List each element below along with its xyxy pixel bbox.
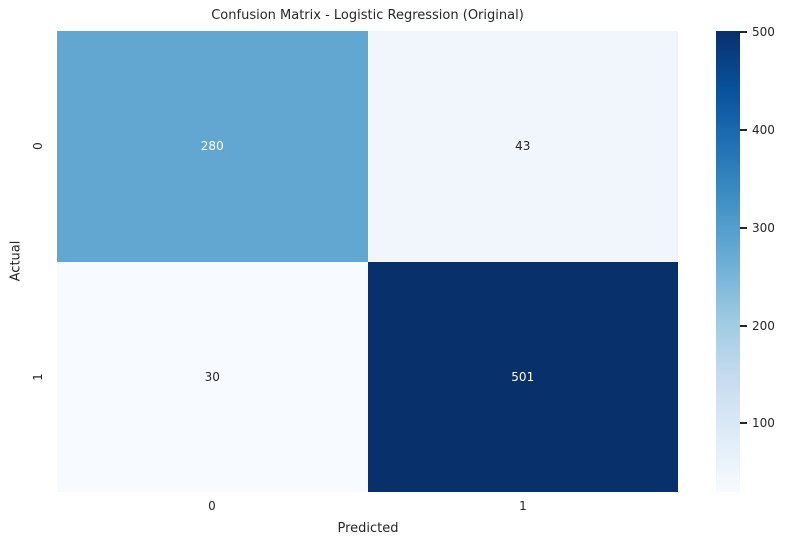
heatmap-grid: 280 43 30 501 <box>57 31 678 492</box>
colorbar-tick-mark <box>740 30 747 33</box>
colorbar-tick-mark <box>740 226 747 229</box>
x-axis-tick-0: 0 <box>208 499 216 513</box>
cell-value: 501 <box>511 369 535 384</box>
heatmap-cell-actual1-pred0: 30 <box>57 261 368 492</box>
colorbar-tick-300: 300 <box>740 221 775 235</box>
colorbar: 100 200 300 400 500 <box>716 25 775 492</box>
colorbar-tick-mark <box>740 128 747 131</box>
colorbar-tick-200: 200 <box>740 319 775 333</box>
y-axis-tick-0: 0 <box>31 142 45 150</box>
colorbar-tick-label: 400 <box>752 122 775 137</box>
colorbar-tick-100: 100 <box>740 416 775 430</box>
y-axis-tick-1: 1 <box>31 373 45 381</box>
heatmap-cell-actual1-pred1: 501 <box>367 261 678 492</box>
heatmap-cell-actual0-pred1: 43 <box>367 31 678 262</box>
colorbar-tick-label: 200 <box>752 318 775 333</box>
colorbar-tick-mark <box>740 324 747 327</box>
x-axis-label: Predicted <box>337 521 399 536</box>
y-axis-label: Actual <box>8 240 24 282</box>
cell-value: 43 <box>515 139 531 154</box>
heatmap-cell-actual0-pred0: 280 <box>57 31 368 262</box>
colorbar-tick-label: 500 <box>752 24 775 39</box>
x-axis-tick-1: 1 <box>519 499 527 513</box>
colorbar-gradient <box>716 31 740 492</box>
colorbar-tick-500: 500 <box>740 25 775 39</box>
colorbar-tick-mark <box>740 422 747 425</box>
cell-value: 30 <box>204 369 220 384</box>
chart-title: Confusion Matrix - Logistic Regression (… <box>211 8 524 23</box>
cell-value: 280 <box>200 139 224 154</box>
colorbar-tick-400: 400 <box>740 123 775 137</box>
colorbar-tick-label: 100 <box>752 416 775 431</box>
colorbar-tick-label: 300 <box>752 220 775 235</box>
